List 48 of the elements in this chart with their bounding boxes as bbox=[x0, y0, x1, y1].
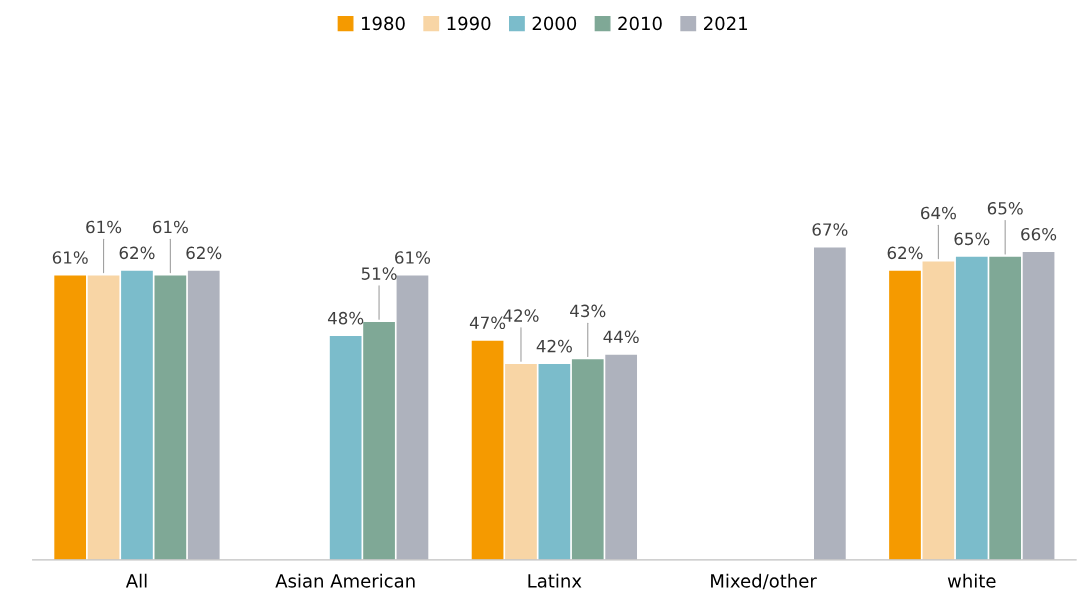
data-label: 51% bbox=[361, 267, 397, 280]
data-label: 65% bbox=[987, 202, 1023, 215]
bar bbox=[329, 336, 362, 560]
legend-label: 2021 bbox=[704, 16, 747, 31]
bar bbox=[505, 363, 537, 560]
data-label: 61% bbox=[52, 251, 88, 264]
bar bbox=[889, 270, 921, 560]
bar bbox=[538, 363, 571, 560]
bar bbox=[187, 270, 220, 560]
bar bbox=[154, 275, 187, 560]
data-label: 64% bbox=[921, 206, 956, 220]
bar bbox=[814, 247, 846, 560]
bar bbox=[605, 354, 638, 560]
x-tick-label: white bbox=[947, 573, 996, 588]
data-label: 62% bbox=[887, 246, 923, 260]
data-label: 47% bbox=[469, 316, 506, 330]
bar bbox=[571, 359, 604, 560]
bar bbox=[396, 275, 429, 560]
bar bbox=[955, 256, 988, 560]
bar bbox=[989, 256, 1022, 560]
data-label: 42% bbox=[536, 339, 572, 353]
data-label: 62% bbox=[186, 246, 222, 260]
bar bbox=[1022, 252, 1055, 560]
data-label: 61% bbox=[86, 220, 122, 234]
x-tick-label: Latinx bbox=[528, 573, 582, 588]
data-label: 43% bbox=[570, 304, 606, 318]
data-label: 61% bbox=[153, 220, 188, 234]
bar bbox=[121, 270, 153, 560]
data-label: 67% bbox=[812, 223, 848, 236]
bar bbox=[471, 340, 504, 560]
x-tick-label: Asian American bbox=[275, 573, 415, 588]
legend-label: 1980 bbox=[361, 16, 405, 31]
data-label: 48% bbox=[327, 311, 364, 325]
data-label: 61% bbox=[395, 251, 431, 264]
legend-label: 2010 bbox=[618, 16, 662, 31]
bar bbox=[87, 275, 120, 560]
legend-label: 1990 bbox=[447, 16, 491, 31]
x-tick-label: Mixed/other bbox=[711, 573, 817, 590]
data-label: 65% bbox=[954, 232, 990, 246]
bar bbox=[922, 261, 955, 560]
legend-label: 2000 bbox=[532, 16, 577, 31]
data-label: 62% bbox=[119, 246, 155, 260]
bar bbox=[363, 322, 395, 560]
bar bbox=[54, 275, 87, 560]
x-tick-label: All bbox=[125, 573, 147, 588]
data-label: 44% bbox=[603, 330, 639, 344]
data-label: 66% bbox=[1021, 227, 1057, 241]
data-label: 42% bbox=[503, 309, 539, 322]
